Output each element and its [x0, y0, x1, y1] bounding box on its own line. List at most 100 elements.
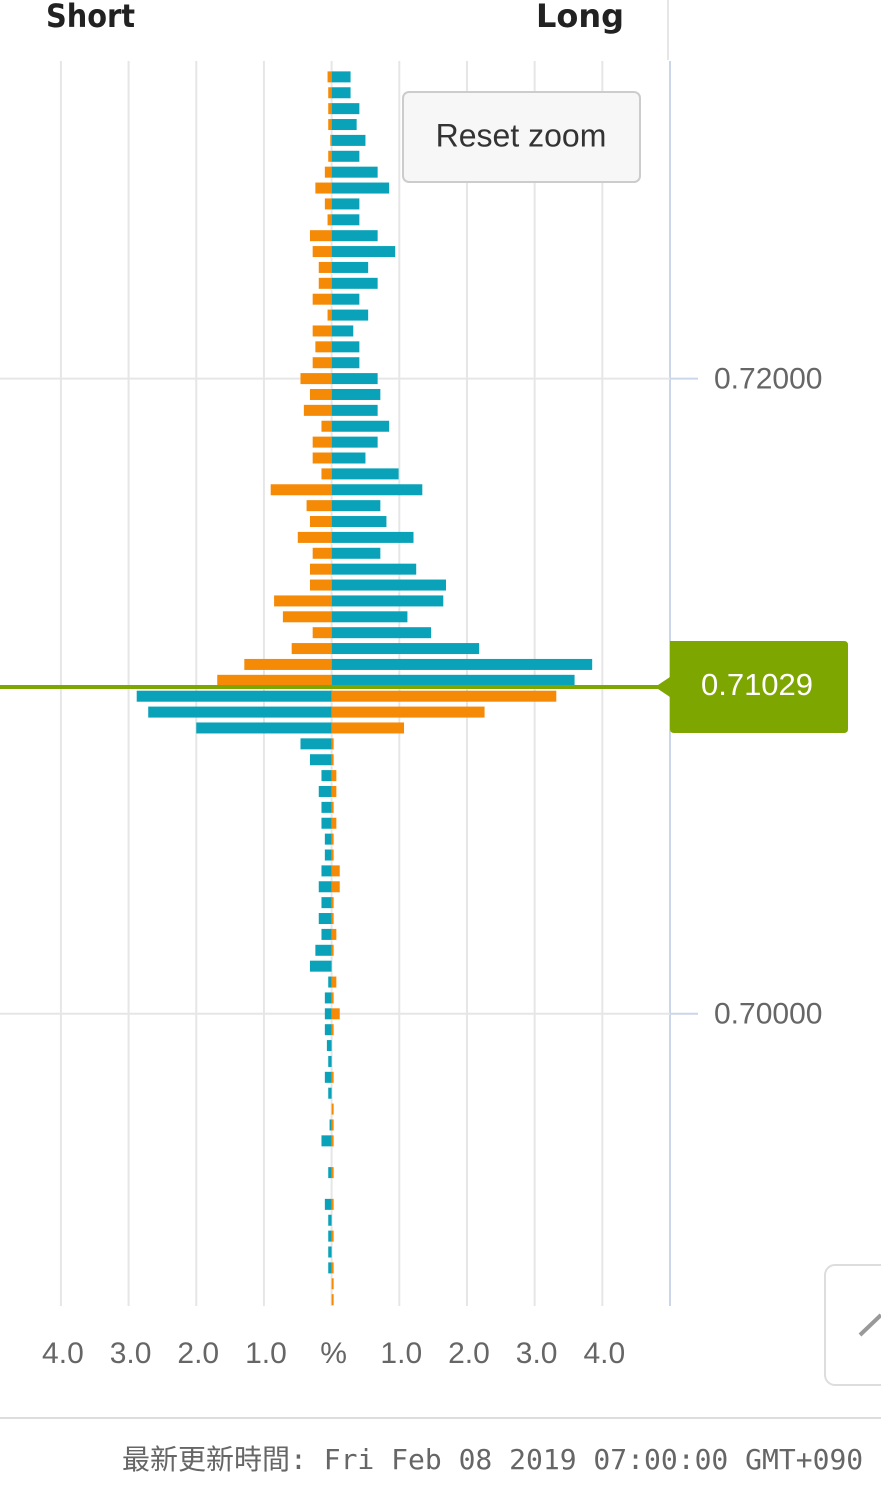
bar — [331, 897, 334, 909]
bar — [331, 309, 369, 321]
bar — [331, 865, 340, 877]
bar — [331, 103, 360, 115]
bar — [328, 1055, 332, 1067]
bar — [321, 928, 332, 940]
bar — [331, 246, 396, 258]
bar — [331, 436, 378, 448]
bar — [327, 309, 332, 321]
bar — [324, 1071, 332, 1083]
bar — [148, 706, 332, 718]
bar — [312, 436, 332, 448]
bar — [331, 706, 485, 718]
bar — [312, 452, 332, 464]
bar — [331, 643, 480, 655]
bar — [327, 214, 332, 226]
bar — [318, 785, 332, 797]
bar — [328, 1167, 332, 1179]
bar — [309, 516, 332, 528]
bar — [331, 420, 390, 432]
bar — [324, 833, 332, 845]
bar — [331, 770, 337, 782]
bar — [324, 992, 332, 1004]
bar — [331, 277, 378, 289]
bar — [331, 1135, 334, 1147]
bar — [331, 198, 360, 210]
bar — [312, 325, 332, 337]
bar — [331, 484, 423, 496]
bar — [321, 897, 332, 909]
bar — [331, 579, 446, 591]
bar — [331, 722, 405, 734]
bar — [328, 1214, 332, 1226]
bar — [309, 230, 332, 242]
bar — [309, 579, 332, 591]
bar — [309, 388, 332, 400]
bar — [331, 341, 360, 353]
bar — [331, 325, 354, 337]
bar — [318, 261, 332, 273]
bar — [331, 261, 369, 273]
bar — [324, 166, 332, 178]
bar — [315, 182, 332, 194]
short-label: Short — [46, 0, 135, 35]
bar — [328, 1230, 332, 1242]
x-tick-label: 2.0 — [177, 1337, 219, 1370]
bar — [331, 1278, 334, 1290]
bar — [331, 801, 334, 813]
x-tick-label: 3.0 — [516, 1337, 558, 1370]
bar — [331, 500, 381, 512]
bar — [328, 103, 332, 115]
bar — [328, 119, 332, 131]
bar — [331, 595, 444, 607]
bar — [331, 817, 337, 829]
x-tick-label: 1.0 — [245, 1337, 287, 1370]
bar — [324, 198, 332, 210]
bar — [324, 1008, 332, 1020]
bar — [312, 627, 332, 639]
bar — [312, 293, 332, 305]
bar — [331, 134, 366, 146]
bar — [331, 150, 360, 162]
current-price-label: 0.71029 — [701, 667, 813, 702]
bar — [324, 849, 332, 861]
x-tick-label: 4.0 — [583, 1337, 625, 1370]
x-tick-label: 4.0 — [42, 1337, 84, 1370]
bar — [321, 865, 332, 877]
bar — [297, 531, 332, 543]
bar — [331, 1071, 334, 1083]
bar — [312, 547, 332, 559]
bar — [309, 563, 332, 575]
x-tick-label: 3.0 — [110, 1337, 152, 1370]
bar — [324, 1024, 332, 1036]
bar — [318, 881, 332, 893]
x-tick-label: % — [320, 1337, 347, 1370]
y-tick-label: 0.72000 — [714, 363, 822, 396]
bar — [331, 452, 366, 464]
bar — [318, 913, 332, 925]
bar — [331, 611, 408, 623]
button-box[interactable] — [402, 91, 641, 183]
bar — [330, 134, 332, 146]
bar — [331, 388, 381, 400]
reset-zoom-button[interactable]: Reset zoom — [402, 91, 641, 183]
bar — [331, 214, 360, 226]
bar — [331, 1198, 334, 1210]
bar — [331, 373, 378, 385]
bar — [315, 341, 332, 353]
bar — [312, 246, 332, 258]
bar — [282, 611, 332, 623]
button-label[interactable]: Reset zoom — [436, 117, 607, 153]
bar — [331, 1008, 340, 1020]
side-button-box[interactable] — [824, 1264, 881, 1386]
bar — [324, 1198, 332, 1210]
bar — [321, 468, 332, 480]
bar — [331, 563, 417, 575]
bar — [331, 881, 340, 893]
bar — [331, 849, 334, 861]
bar — [309, 754, 332, 766]
bar — [196, 722, 332, 734]
bar — [306, 500, 332, 512]
bar — [315, 944, 332, 956]
bar — [331, 833, 334, 845]
side-button[interactable] — [824, 1264, 881, 1386]
